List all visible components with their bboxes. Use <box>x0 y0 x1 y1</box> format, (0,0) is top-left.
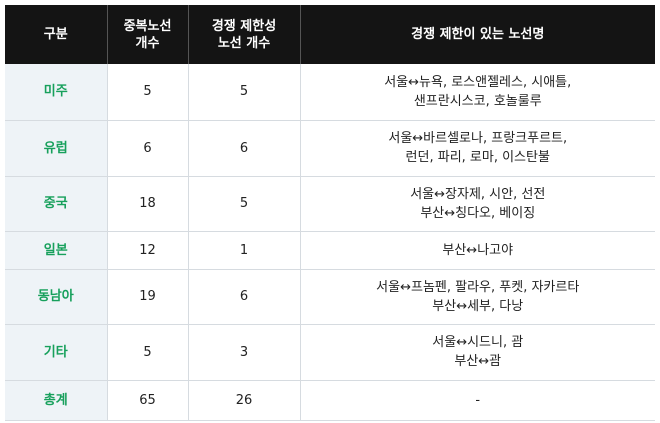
header-cell: 중복노선 개수 <box>106 5 188 64</box>
route-line: 서울↔뉴욕, 로스앤젤레스, 시애틀, <box>384 74 572 90</box>
route-line: 서울↔시드니, 괌 <box>432 335 524 350</box>
table-row: 중국 18 5 서울↔장자제, 시안, 선전 부산↔칭다오, 베이징 <box>5 176 655 232</box>
count-cell: 5 <box>106 64 188 121</box>
table-row: 유럽 6 6 서울↔바르셀로나, 프랑크푸르트, 런던, 파리, 로마, 이스탄불 <box>5 120 655 177</box>
table-body: 미주 5 5 서울↔뉴욕, 로스앤젤레스, 시애틀, 샌프란시스코, 호놀룰루 유럽 6 6 서… <box>5 64 655 421</box>
routes-cell: 부산↔나고야 <box>299 231 655 270</box>
routes-cell: 서울↔뉴욕, 로스앤젤레스, 시애틀, 샌프란시스코, 호놀룰루 <box>299 64 655 121</box>
route-line: 부산↔나고야 <box>442 242 514 258</box>
route-table: 구분 중복노선 개수 경쟁 제한성 노선 개수 경쟁 제한이 있는 노선명 미주 5 5 서울↔… <box>5 5 655 421</box>
route-line: 샌프란시스코, 호놀룰루 <box>413 93 542 109</box>
route-line: 부산↔세부, 다낭 <box>432 298 524 314</box>
routes-cell: 서울↔바르셀로나, 프랑크푸르트, 런던, 파리, 로마, 이스탄불 <box>299 120 655 177</box>
table-row: 일본 12 1 부산↔나고야 <box>5 231 655 270</box>
count-cell: 5 <box>187 64 300 121</box>
header-text: 중복노선 <box>123 18 172 34</box>
header-cell: 경쟁 제한이 있는 노선명 <box>299 5 655 64</box>
header-text: 구분 <box>43 27 68 42</box>
region-cell: 유럽 <box>5 120 107 177</box>
count-cell: 5 <box>106 324 188 381</box>
count-cell: 1 <box>187 231 300 270</box>
route-line: 부산↔괌 <box>454 354 502 369</box>
header-row: 구분 중복노선 개수 경쟁 제한성 노선 개수 경쟁 제한이 있는 노선명 <box>5 5 655 64</box>
region-cell: 동남아 <box>5 269 107 325</box>
count-cell: 5 <box>187 176 300 232</box>
count-cell: 18 <box>106 176 188 232</box>
route-line: 서울↔장자제, 시안, 선전 <box>410 186 546 202</box>
table-row: 미주 5 5 서울↔뉴욕, 로스앤젤레스, 시애틀, 샌프란시스코, 호놀룰루 <box>5 64 655 121</box>
region-cell: 중국 <box>5 176 107 232</box>
route-line: 런던, 파리, 로마, 이스탄불 <box>405 150 550 165</box>
header-text: 경쟁 제한이 있는 노선명 <box>411 27 545 42</box>
header-cell: 구분 <box>5 5 107 64</box>
route-line: - <box>475 392 481 408</box>
routes-cell: - <box>299 380 655 421</box>
count-cell: 65 <box>106 380 188 421</box>
route-line: 서울↔바르셀로나, 프랑크푸르트, <box>388 131 568 146</box>
region-cell: 총계 <box>5 380 107 421</box>
region-cell: 미주 <box>5 64 107 121</box>
count-cell: 3 <box>187 324 300 381</box>
count-cell: 6 <box>187 269 300 325</box>
count-cell: 6 <box>187 120 300 177</box>
route-line: 서울↔프놈펜, 팔라우, 푸켓, 자카르타 <box>376 279 580 295</box>
count-cell: 19 <box>106 269 188 325</box>
count-cell: 26 <box>187 380 300 421</box>
header-text: 개수 <box>135 35 160 51</box>
table-row: 동남아 19 6 서울↔프놈펜, 팔라우, 푸켓, 자카르타 부산↔세부, 다낭 <box>5 269 655 325</box>
count-cell: 6 <box>106 120 188 177</box>
header-text: 노선 개수 <box>217 35 271 51</box>
region-cell: 일본 <box>5 231 107 270</box>
route-line: 부산↔칭다오, 베이징 <box>420 205 536 221</box>
table-row: 기타 5 3 서울↔시드니, 괌 부산↔괌 <box>5 324 655 381</box>
count-cell: 12 <box>106 231 188 270</box>
header-cell: 경쟁 제한성 노선 개수 <box>187 5 300 64</box>
table-row: 총계 65 26 - <box>5 380 655 421</box>
region-cell: 기타 <box>5 324 107 381</box>
header-text: 경쟁 제한성 <box>211 18 277 34</box>
